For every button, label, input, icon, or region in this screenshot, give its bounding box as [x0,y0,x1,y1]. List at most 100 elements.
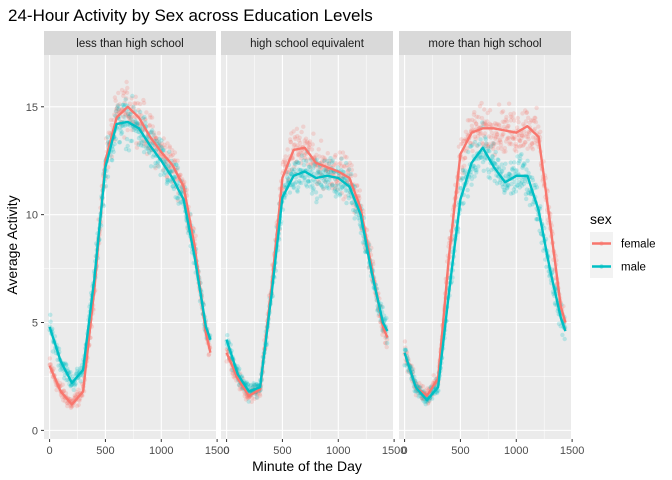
data-point-female [522,129,527,134]
data-point-male [523,192,529,197]
data-point-male [149,128,155,133]
data-point-male [342,185,348,190]
data-point-female [469,123,475,128]
data-point-male [332,187,337,192]
data-point-female [77,398,82,403]
data-point-female [335,181,340,186]
data-point-female [304,139,310,144]
data-point-male [312,179,318,184]
data-point-female [329,158,334,164]
data-point-male [153,160,158,166]
data-point-female [133,94,138,100]
data-point-male [380,305,385,310]
data-point-female [505,125,510,130]
data-point-male [506,183,511,188]
data-point-female [292,164,297,169]
data-point-male [479,155,484,160]
data-point-female [147,122,152,128]
data-point-female [479,115,485,121]
data-point-female [148,115,153,120]
data-point-male [165,178,171,183]
data-point-male [165,177,170,183]
data-point-male [534,185,540,190]
data-point-male [538,204,543,209]
data-point-male [126,148,132,153]
data-point-male [308,179,313,184]
data-point-male [145,146,150,152]
data-point-male [335,191,340,196]
data-point-female [510,115,515,120]
data-point-female [475,134,481,139]
data-point-male [470,167,476,172]
data-point-female [74,403,80,409]
data-point-male [358,230,364,236]
data-point-male [78,366,83,371]
data-point-male [170,168,175,173]
data-point-female [462,163,467,168]
smooth-line-male [403,146,567,402]
data-point-male [496,165,502,170]
data-point-male [68,370,73,375]
data-point-male [302,175,308,180]
y-tick-label: 10 [26,210,38,222]
smooth-line-female [225,146,389,398]
data-point-male [503,173,508,178]
data-point-male [338,187,343,192]
data-point-female [383,341,388,346]
data-point-male [74,366,80,371]
data-point-male [304,158,309,164]
data-point-male [537,228,542,233]
x-axis-title: Minute of the Day [252,458,362,474]
data-point-female [316,170,321,175]
data-point-male [306,179,311,184]
data-point-female [47,356,53,361]
data-point-female [296,152,301,157]
data-point-female [112,112,117,117]
data-point-female [345,162,350,168]
data-point-female [518,143,524,148]
data-point-male [155,159,161,164]
data-point-male [486,148,491,153]
data-point-female [481,121,486,126]
x-tick-label: 1500 [205,445,229,457]
data-point-male [346,193,351,198]
data-point-male [150,154,155,159]
data-point-male [105,174,111,179]
data-point-male [133,119,138,125]
data-point-female [467,140,473,146]
data-point-female [526,115,531,121]
smooth-lines [225,146,389,398]
smooth-line-male [48,120,212,385]
data-point-female [561,304,566,309]
data-point-female [309,147,315,152]
data-point-male [159,138,164,143]
data-point-male [524,187,530,192]
data-point-male [492,161,498,166]
data-point-male [119,130,125,135]
data-point-female [121,90,126,96]
data-point-male [324,177,329,183]
data-point-female [529,118,534,123]
data-point-female [490,123,495,128]
data-point-female [490,141,495,146]
data-point-female [144,151,150,157]
data-point-male [299,173,304,179]
data-point-male [289,171,294,177]
data-point-male [132,118,138,123]
data-point-male [502,190,507,195]
data-point-female [137,101,143,107]
data-point-female [527,120,532,125]
data-point-female [327,182,332,187]
data-point-male [297,180,302,185]
data-point-male [165,179,170,185]
data-point-female [322,158,327,163]
data-point-female [522,140,528,145]
data-point-female [160,144,165,149]
data-point-female [519,135,524,141]
data-point-female [169,153,174,159]
data-point-female [136,107,141,113]
data-point-male [133,128,139,134]
data-point-male [118,125,123,130]
data-point-female [316,179,322,185]
data-point-female [308,162,313,167]
